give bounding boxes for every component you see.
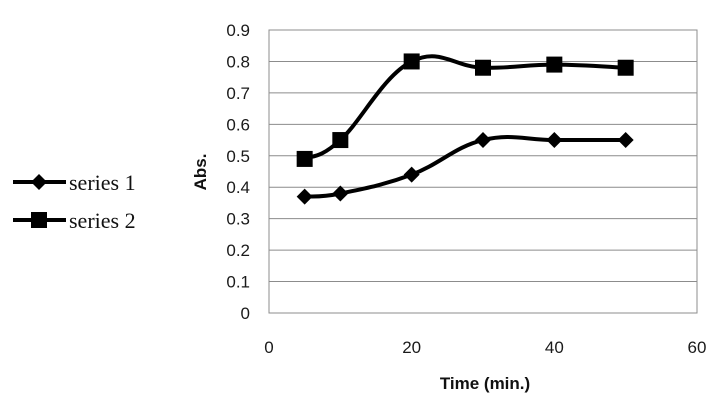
series-line — [303, 54, 626, 161]
y-tick-label: 0.7 — [226, 84, 250, 103]
series-2 — [296, 53, 634, 167]
x-tick-label: 20 — [402, 338, 421, 357]
y-tick-label: 0.2 — [226, 241, 250, 260]
data-point-square — [475, 59, 491, 76]
series-lines — [296, 53, 634, 205]
legend-item-series-1: series 1 — [13, 170, 136, 195]
data-point-diamond — [403, 166, 420, 183]
plot-area — [268, 29, 698, 314]
legend-item-series-2: series 2 — [13, 208, 136, 233]
legend-diamond-marker — [31, 174, 47, 190]
legend-square-marker — [31, 212, 47, 228]
y-tick-label: 0.9 — [226, 21, 250, 40]
y-axis-title: Abs. — [191, 154, 210, 191]
y-tick-labels: 0 0.1 0.2 0.3 0.4 0.5 0.6 0.7 0.8 0.9 — [226, 21, 250, 323]
data-point-square — [403, 53, 420, 70]
y-tick-label: 0 — [241, 304, 250, 323]
data-point-square — [617, 59, 634, 76]
data-point-square — [296, 150, 313, 167]
data-point-square — [546, 56, 563, 73]
data-point-diamond — [546, 132, 563, 149]
data-point-diamond — [475, 132, 491, 149]
x-tick-label: 60 — [688, 338, 707, 357]
data-point-square — [332, 132, 349, 149]
data-point-diamond — [617, 132, 634, 149]
data-point-diamond — [296, 188, 313, 205]
y-tick-label: 0.6 — [226, 115, 250, 134]
legend-label-series-2: series 2 — [69, 208, 136, 233]
x-tick-label: 40 — [545, 338, 564, 357]
y-tick-label: 0.1 — [226, 273, 250, 292]
y-tick-label: 0.5 — [226, 147, 250, 166]
legend-label-series-1: series 1 — [69, 170, 136, 195]
x-axis-title: Time (min.) — [440, 374, 530, 393]
legend: series 1 series 2 — [13, 170, 136, 233]
y-tick-label: 0.4 — [226, 178, 250, 197]
data-point-diamond — [332, 185, 349, 202]
series-1 — [296, 132, 634, 205]
y-tick-label: 0.8 — [226, 52, 250, 71]
y-tick-label: 0.3 — [226, 210, 250, 229]
x-tick-label: 0 — [264, 338, 273, 357]
x-tick-labels: 0 20 40 60 — [264, 338, 706, 357]
